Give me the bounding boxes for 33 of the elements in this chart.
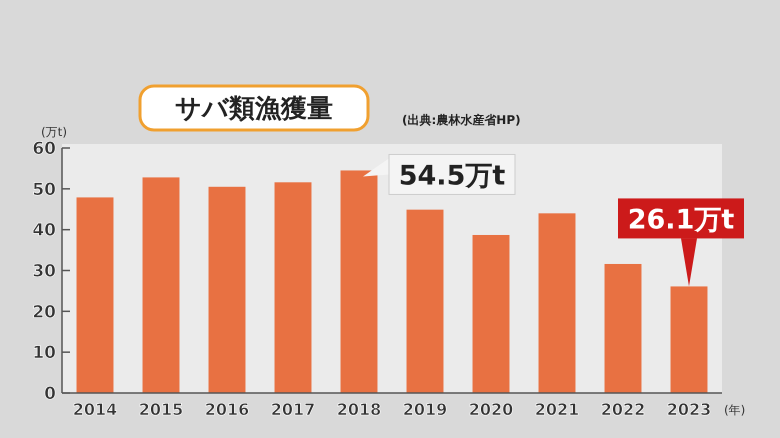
x-tick-label: 2019 [402,400,448,419]
bar [472,234,510,393]
x-tick-label: 2014 [72,400,118,419]
y-tick-label: 10 [32,343,56,364]
y-tick-label: 40 [32,220,56,241]
chart-title: サバ類漁獲量 [175,94,333,124]
y-tick-label: 30 [32,261,56,282]
x-tick-label: 2023 [666,400,712,419]
x-tick-label: 2016 [204,400,250,419]
bar [538,213,576,393]
bar [604,264,642,393]
x-tick-label: 2022 [600,400,646,419]
bar [670,286,708,393]
x-tick-label: 2018 [336,400,382,419]
y-tick-label: 0 [44,384,56,404]
x-tick-label: 2020 [468,400,514,419]
bar [406,210,444,393]
bar [208,186,246,393]
y-tick-label: 60 [32,138,56,159]
bar [274,182,312,393]
bar [142,177,180,393]
y-axis-title: (万t) [40,125,68,139]
annotation: 54.5万t [398,160,506,192]
annotation: 26.1万t [628,204,734,236]
x-tick-label: 2017 [270,400,316,419]
bar [76,197,114,393]
x-axis-title: (年) [724,403,746,417]
x-tick-label: 2015 [138,400,184,419]
bar [340,170,378,393]
y-tick-label: 20 [32,302,56,322]
y-tick-label: 50 [32,180,56,200]
x-tick-label: 2021 [534,400,580,419]
chart-subtitle: (出典:農林水産省HP) [402,113,521,127]
